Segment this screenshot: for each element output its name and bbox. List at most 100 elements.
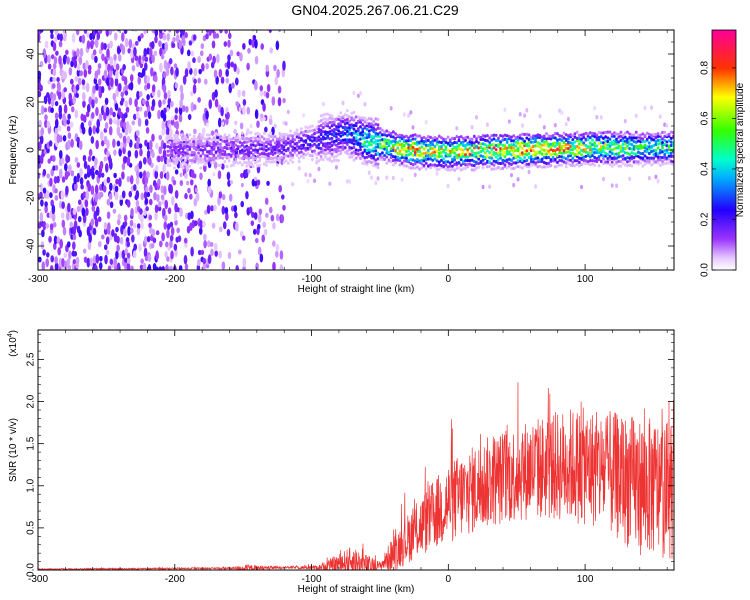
- spectrogram-cell: [641, 137, 645, 141]
- spectrogram-cell: [126, 262, 131, 270]
- spectrogram-cell: [54, 188, 58, 194]
- spectrogram-cell: [251, 164, 255, 169]
- spectrogram-cell: [591, 143, 594, 147]
- spectrogram-cell: [361, 136, 365, 141]
- spectrogram-cell: [405, 164, 408, 168]
- spectrogram-cell: [658, 141, 662, 146]
- spectrogram-cell: [61, 201, 65, 209]
- spectrogram-cell: [367, 116, 371, 121]
- spectrogram-cell: [205, 143, 209, 147]
- spectrogram-cell: [387, 138, 391, 143]
- spectrogram-cell: [184, 173, 188, 179]
- spectrogram-cell: [630, 164, 634, 168]
- spectrogram-cell: [133, 46, 137, 57]
- spectrogram-cell: [643, 143, 647, 148]
- spectrogram-cell: [199, 166, 203, 170]
- spectrogram-cell: [142, 262, 147, 270]
- spectrogram-cell: [225, 146, 229, 151]
- spectrogram-cell: [175, 120, 180, 130]
- spectrogram-cell: [597, 138, 601, 142]
- spectrogram-cell: [234, 143, 238, 147]
- spectrogram-cell: [667, 139, 671, 143]
- spectrogram-cell: [134, 149, 139, 159]
- spectrogram-cell: [170, 154, 174, 158]
- spectrogram-cell: [271, 96, 276, 106]
- spectrogram-cell: [227, 134, 231, 138]
- spectrogram-cell: [148, 214, 153, 221]
- spectrogram-cell: [350, 125, 354, 129]
- spectrogram-cell: [446, 168, 450, 172]
- spectrogram-cell: [100, 85, 105, 94]
- spectrogram-cell: [429, 166, 432, 170]
- spectrogram-cell: [239, 230, 244, 238]
- spectrogram-cell: [225, 212, 229, 221]
- spectrogram-cell: [295, 131, 299, 136]
- spectrogram-cell: [431, 136, 435, 141]
- spectrogram-cell: [95, 206, 100, 217]
- spectrogram-cell: [556, 160, 559, 164]
- spectrogram-cell: [227, 137, 231, 141]
- spectrogram-cell: [573, 140, 577, 144]
- spectrogram-cell: [317, 142, 321, 147]
- spectrogram-cell: [652, 149, 656, 153]
- spectrogram-cell: [661, 140, 664, 145]
- spectrogram-cell: [103, 42, 107, 50]
- spectrogram-cell: [411, 149, 415, 153]
- spectrogram-cell: [179, 145, 183, 149]
- spectrogram-cell: [181, 150, 185, 154]
- spectrogram-cell: [78, 56, 83, 65]
- spectrogram-cell: [208, 156, 211, 160]
- spectrogram-cell: [146, 191, 151, 198]
- spectrogram-cell: [234, 120, 238, 126]
- spectrogram-cell: [521, 151, 524, 155]
- spectrogram-cell: [273, 145, 277, 149]
- colorbar-gradient: [711, 29, 737, 271]
- spectrogram-cell: [256, 120, 260, 128]
- spectrogram-cell: [619, 138, 623, 142]
- spectrogram-cell: [88, 120, 92, 127]
- spectrogram-cell: [213, 161, 218, 169]
- spectrogram-cell: [615, 132, 618, 136]
- spectrogram-cell: [154, 30, 159, 37]
- spectrogram-cell: [328, 148, 332, 152]
- spectrogram-cell: [306, 179, 310, 184]
- spectrogram-cell: [492, 150, 496, 154]
- spectrogram-cell: [352, 131, 356, 135]
- spectrogram-cell: [584, 131, 588, 135]
- spectrogram-cell: [98, 48, 103, 55]
- spectrogram-cell: [521, 141, 524, 145]
- spectrogram-cell: [663, 142, 667, 147]
- spectrogram-cell: [652, 143, 656, 148]
- spectrogram-cell: [527, 147, 531, 152]
- spectrogram-cell: [459, 157, 463, 162]
- spectrogram-cell: [267, 137, 271, 141]
- spectrogram-cell: [586, 138, 590, 142]
- spectrogram-cell: [435, 164, 439, 168]
- spectrogram-cell: [172, 36, 176, 43]
- spectrogram-cell: [158, 146, 163, 155]
- spectrogram-cell: [569, 158, 572, 162]
- spectrogram-cell: [210, 248, 214, 257]
- spectrogram-cell: [337, 159, 341, 163]
- spectrogram-cell: [580, 133, 583, 137]
- spectrogram-cell: [181, 34, 186, 44]
- spectrogram-cell: [440, 136, 443, 140]
- spectrogram-cell: [282, 135, 286, 139]
- spectrogram-cell: [435, 171, 439, 176]
- x-tick-label: 0: [446, 574, 452, 585]
- spectrogram-cell: [663, 152, 667, 157]
- spectrogram-cell: [402, 148, 406, 152]
- spectrogram-cell: [549, 163, 553, 168]
- spectrogram-cell: [123, 228, 127, 237]
- spectrogram-cell: [453, 145, 457, 150]
- spectrogram-cell: [95, 253, 100, 264]
- spectrogram-cell: [321, 113, 325, 117]
- spectrogram-cell: [193, 68, 198, 77]
- spectrogram-cell: [129, 81, 134, 91]
- spectrogram-cell: [201, 157, 205, 161]
- spectrogram-cell: [437, 163, 441, 167]
- spectrogram-cell: [278, 159, 281, 163]
- spectrogram-cell: [564, 133, 568, 137]
- spectrogram-cell: [114, 102, 119, 111]
- spectrogram-cell: [470, 163, 474, 167]
